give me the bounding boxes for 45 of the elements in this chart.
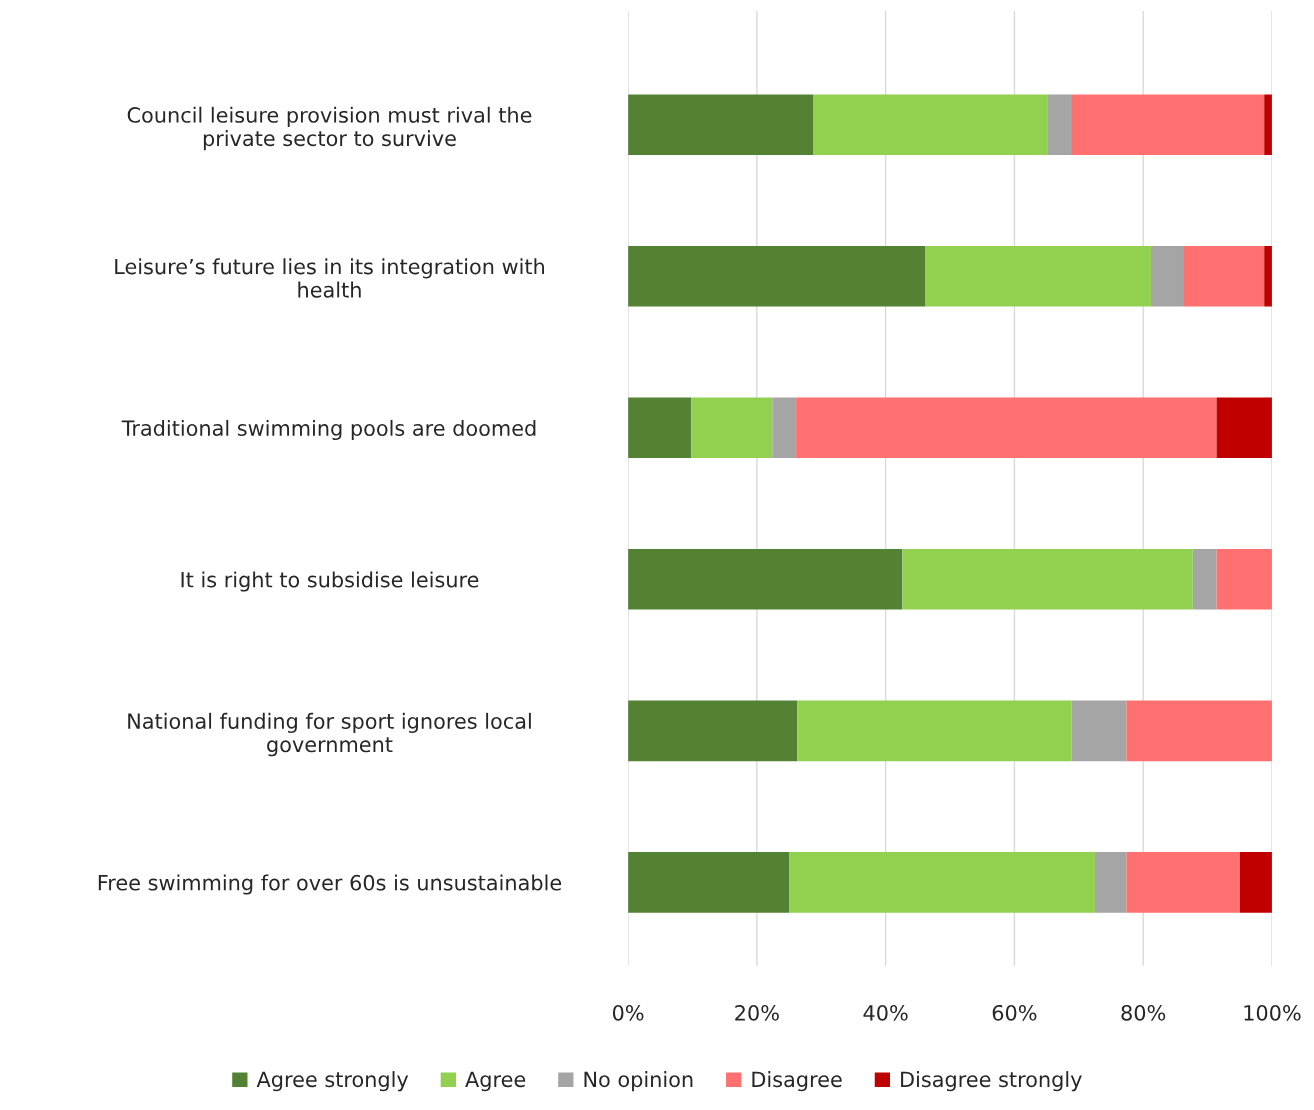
bar <box>1216 397 1272 459</box>
bar <box>1239 852 1272 913</box>
bar <box>1264 245 1272 307</box>
bar <box>1126 700 1272 762</box>
bar <box>1264 94 1272 156</box>
bar <box>1216 549 1272 610</box>
bar <box>691 397 773 459</box>
y-tick-label: Free swimming for over 60s is unsustainable <box>98 874 562 895</box>
x-tick-label: 80% <box>1121 1004 1166 1021</box>
bar <box>1071 700 1127 762</box>
legend-label: No opinion <box>584 1071 693 1092</box>
bar <box>1094 852 1127 913</box>
legend-label: Agree <box>465 1071 526 1092</box>
bar <box>628 94 814 156</box>
legend-label: Disagree strongly <box>901 1071 1082 1092</box>
bar <box>628 397 692 459</box>
bar <box>628 245 926 307</box>
bar <box>772 397 797 459</box>
bar <box>628 549 903 610</box>
bar <box>628 700 798 762</box>
y-tick-label: National funding for sport ignores local government <box>128 712 531 757</box>
bar <box>902 549 1193 610</box>
bar <box>1192 549 1217 610</box>
bar <box>797 700 1072 762</box>
bar <box>789 852 1095 913</box>
x-tick-label: 20% <box>735 1004 779 1021</box>
bar <box>1071 94 1265 156</box>
bar <box>796 397 1217 459</box>
y-tick-label: Traditional swimming pools are doomed <box>121 419 536 441</box>
legend-label: Disagree <box>752 1071 842 1092</box>
bar <box>628 852 790 913</box>
y-tick-label: Council leisure provision must rival the private sector to survive <box>127 106 532 151</box>
bar <box>1126 852 1240 913</box>
y-tick-label: It is right to subsidise leisure <box>181 571 479 592</box>
bar <box>813 94 1048 156</box>
x-tick-label: 60% <box>992 1004 1037 1021</box>
bar <box>1047 94 1072 156</box>
x-tick-label: 0% <box>612 1004 644 1021</box>
legend-label: Agree strongly <box>256 1071 409 1092</box>
y-tick-label: Leisure’s future lies in its integration with health <box>115 258 544 298</box>
bar <box>1150 245 1184 307</box>
bar <box>1183 245 1265 307</box>
bar <box>925 245 1151 307</box>
x-tick-label: 100% <box>1244 1004 1301 1021</box>
x-tick-label: 40% <box>863 1004 908 1021</box>
